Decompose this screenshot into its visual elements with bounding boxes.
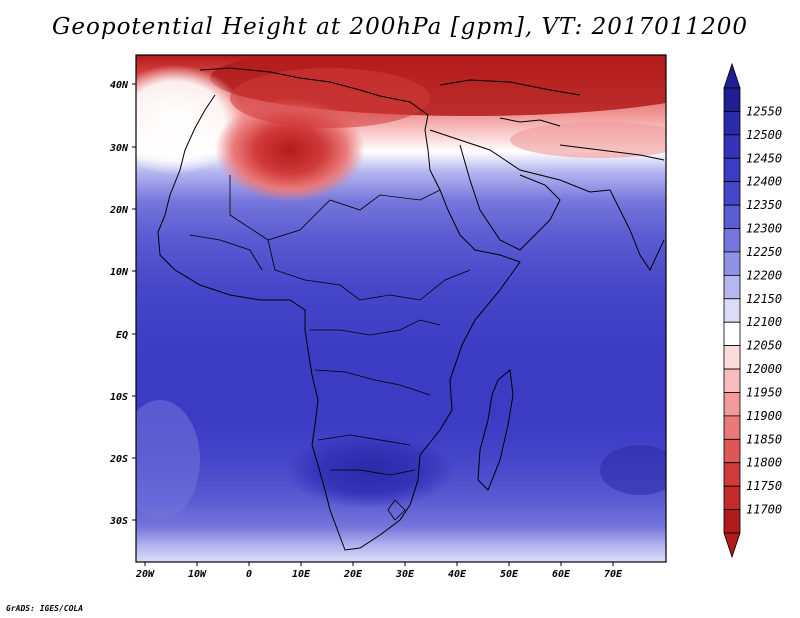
lat-tick-label: 20N bbox=[109, 205, 129, 216]
lat-tick-label: EQ bbox=[116, 330, 128, 341]
colorbar-swatch bbox=[723, 181, 741, 206]
colorbar-swatch bbox=[723, 251, 741, 276]
colorbar-swatch bbox=[723, 274, 741, 300]
colorbar-swatch bbox=[723, 368, 741, 393]
colorbar-level-label: 12550 bbox=[746, 104, 782, 118]
lat-tick-label: 10N bbox=[110, 267, 129, 278]
colorbar-level-label: 12500 bbox=[746, 128, 782, 142]
colorbar-level-label: 12150 bbox=[746, 292, 782, 306]
colorbar-level-label: 12350 bbox=[746, 198, 782, 212]
colorbar-swatch bbox=[723, 111, 741, 136]
colorbar-level-label: 12250 bbox=[746, 245, 782, 259]
colorbar-swatch bbox=[723, 228, 741, 253]
lon-axis: 20W 10W 0 10E 20E 30E 40E 50E 60E 70E bbox=[135, 562, 623, 580]
colorbar-level-label: 12100 bbox=[746, 315, 782, 329]
lat-axis: 40N 30N 20N 10N EQ 10S 20S 30S bbox=[109, 80, 136, 527]
colorbar-level-label: 11900 bbox=[746, 409, 782, 423]
colorbar-swatch bbox=[723, 462, 741, 487]
colorbar-swatch bbox=[723, 298, 741, 323]
colorbar-arrow-top bbox=[723, 62, 741, 89]
colorbar-swatch bbox=[723, 392, 741, 417]
lon-tick-label: 70E bbox=[604, 569, 623, 580]
lat-tick-label: 10S bbox=[110, 392, 128, 403]
colorbar-level-label: 12050 bbox=[746, 339, 782, 353]
colorbar-legend: 12550 12500 12450 12400 12350 12300 12250 12200… bbox=[723, 62, 782, 559]
colorbar-swatch bbox=[723, 509, 741, 534]
colorbar-swatch bbox=[723, 134, 741, 159]
colorbar-swatch bbox=[723, 204, 741, 229]
colorbar-level-label: 11700 bbox=[746, 503, 782, 517]
colorbar-swatch bbox=[723, 157, 741, 183]
colorbar-level-label: 11950 bbox=[746, 385, 782, 399]
lon-tick-label: 20W bbox=[135, 569, 155, 580]
map-title: Geopotential Height at 200hPa [gpm], VT:… bbox=[52, 14, 748, 40]
lon-tick-label: 10W bbox=[188, 569, 207, 580]
height-field bbox=[136, 55, 666, 562]
coastlines bbox=[157, 67, 665, 551]
lon-tick-label: 20E bbox=[343, 569, 363, 580]
lon-tick-label: 30E bbox=[395, 569, 415, 580]
lon-tick-label: 0 bbox=[246, 569, 252, 580]
colorbar-level-label: 12400 bbox=[746, 175, 782, 189]
lon-tick-label: 60E bbox=[552, 569, 571, 580]
colorbar-level-label: 12450 bbox=[746, 151, 782, 165]
colorbar-swatch bbox=[723, 345, 741, 370]
lon-tick-label: 10E bbox=[292, 569, 311, 580]
lon-tick-label: 40E bbox=[448, 569, 467, 580]
colorbar-swatch bbox=[723, 321, 741, 347]
colorbar-level-label: 12300 bbox=[746, 222, 782, 236]
colorbar-swatch bbox=[723, 485, 741, 510]
lat-tick-label: 40N bbox=[110, 80, 129, 91]
lon-tick-label: 50E bbox=[500, 569, 519, 580]
grads-credit: GrADS: IGES/COLA bbox=[6, 604, 84, 613]
colorbar-level-label: 11850 bbox=[746, 432, 782, 446]
lat-tick-label: 30N bbox=[109, 143, 129, 154]
colorbar-arrow-bottom bbox=[723, 532, 741, 559]
lat-tick-label: 20S bbox=[109, 454, 128, 465]
colorbar-swatch bbox=[723, 87, 741, 112]
colorbar-swatch bbox=[723, 415, 741, 440]
lat-tick-label: 30S bbox=[109, 516, 128, 527]
colorbar-level-label: 12200 bbox=[746, 268, 782, 282]
colorbar-level-label: 12000 bbox=[746, 362, 782, 376]
colorbar-swatch bbox=[723, 438, 741, 464]
colorbar-level-label: 11750 bbox=[746, 479, 782, 493]
plot-frame bbox=[135, 54, 667, 563]
colorbar-level-label: 11800 bbox=[746, 456, 782, 470]
